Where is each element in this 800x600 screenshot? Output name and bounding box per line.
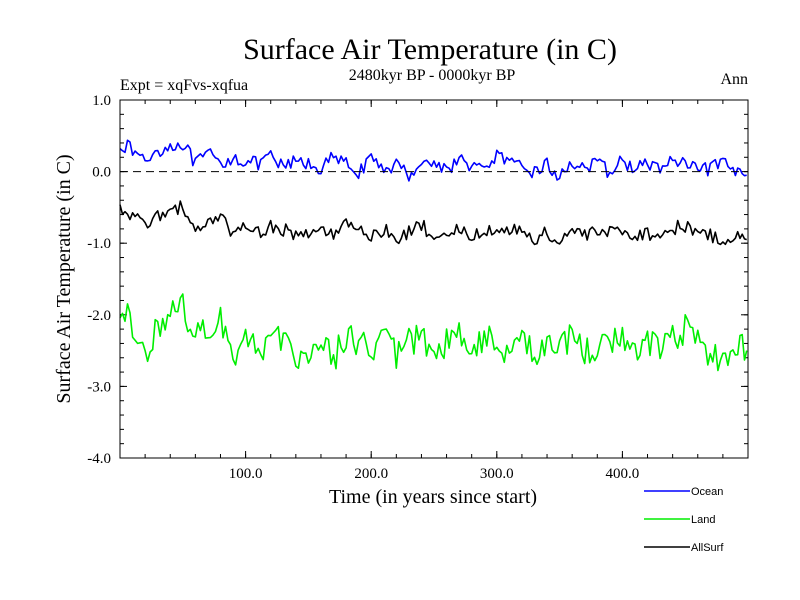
y-tick-label: -4.0 bbox=[87, 451, 111, 467]
y-axis-label: Surface Air Temperature (in C) bbox=[53, 154, 75, 403]
season-label: Ann bbox=[720, 71, 748, 88]
series-line-allsurf bbox=[119, 200, 747, 246]
legend-label-land: Land bbox=[691, 514, 715, 526]
x-tick-label: 300.0 bbox=[480, 466, 514, 482]
legend-label-allsurf: AllSurf bbox=[691, 542, 724, 554]
x-tick-label: 400.0 bbox=[606, 466, 640, 482]
y-tick-label: -3.0 bbox=[87, 379, 111, 395]
series-line-land bbox=[119, 293, 748, 372]
y-tick-label: 1.0 bbox=[92, 93, 111, 109]
legend: Ocean Land AllSurf bbox=[644, 486, 724, 554]
series-lines bbox=[119, 139, 748, 372]
series-line-ocean bbox=[119, 139, 747, 182]
legend-label-ocean: Ocean bbox=[691, 486, 723, 498]
y-tick-label: 0.0 bbox=[92, 165, 111, 181]
chart-subtitle: 2480kyr BP - 0000kyr BP bbox=[349, 67, 516, 84]
experiment-label: Expt = xqFvs-xqfua bbox=[120, 77, 248, 94]
plot-frame bbox=[119, 99, 749, 459]
x-tick-label: 100.0 bbox=[229, 466, 263, 482]
chart-title: Surface Air Temperature (in C) bbox=[243, 33, 617, 66]
y-tick-label: -1.0 bbox=[87, 236, 111, 252]
x-axis-label: Time (in years since start) bbox=[329, 486, 537, 508]
x-tick-label: 200.0 bbox=[354, 466, 388, 482]
y-tick-label: -2.0 bbox=[87, 308, 111, 324]
axis-ticks: 1.0 0.0 -1.0 -2.0 -3.0 -4.0 100.0 200.0 300.0 400… bbox=[87, 93, 749, 482]
